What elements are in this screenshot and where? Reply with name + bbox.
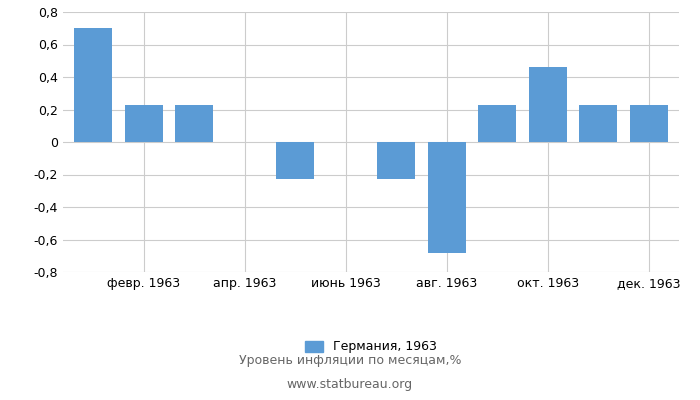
Bar bbox=[580, 105, 617, 142]
Bar bbox=[276, 142, 314, 179]
Text: www.statbureau.org: www.statbureau.org bbox=[287, 378, 413, 391]
Text: Уровень инфляции по месяцам,%: Уровень инфляции по месяцам,% bbox=[239, 354, 461, 367]
Bar bbox=[125, 105, 162, 142]
Legend: Германия, 1963: Германия, 1963 bbox=[300, 336, 442, 358]
Bar bbox=[478, 105, 516, 142]
Bar bbox=[630, 105, 668, 142]
Bar bbox=[428, 142, 466, 252]
Bar bbox=[528, 67, 567, 142]
Bar bbox=[175, 105, 214, 142]
Bar bbox=[74, 28, 112, 142]
Bar bbox=[377, 142, 415, 179]
